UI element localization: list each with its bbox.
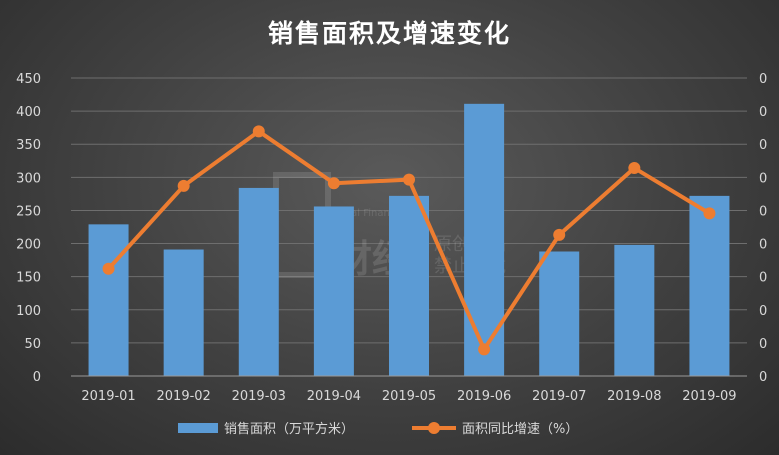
chart-title: 销售面积及增速变化 <box>267 19 511 48</box>
bar <box>238 187 279 376</box>
y-right-tick-label: 0 <box>759 105 767 120</box>
x-tick-label: 2019-01 <box>81 389 135 404</box>
bar <box>313 206 354 376</box>
x-tick-label: 2019-02 <box>157 389 211 404</box>
x-tick-label: 2019-09 <box>682 389 736 404</box>
legend: 销售面积（万平方米） 面积同比增速（%） <box>178 421 578 437</box>
y-left-tick-label: 350 <box>16 138 41 153</box>
watermark-logo-subtext: Real Finance <box>339 208 402 219</box>
y-left-tick-label: 300 <box>16 171 41 186</box>
y-right-tick-label: 0 <box>759 204 767 219</box>
legend-bar-swatch <box>178 423 218 433</box>
y-right-tick-label: 0 <box>759 238 767 253</box>
line-point <box>703 207 716 220</box>
line-series <box>102 125 716 356</box>
y-left-tick-label: 100 <box>16 304 41 319</box>
line-point <box>252 125 265 138</box>
legend-bar-label: 销售面积（万平方米） <box>224 421 354 437</box>
bar <box>389 195 429 376</box>
bar <box>163 249 204 376</box>
y-right-tick-label: 0 <box>759 138 767 153</box>
bar <box>689 195 730 376</box>
y-left-tick-label: 0 <box>33 370 41 385</box>
y-left-tick-label: 150 <box>16 271 41 286</box>
bar <box>464 103 505 377</box>
y-left-tick-label: 450 <box>16 72 41 87</box>
x-tick-label: 2019-06 <box>457 389 511 404</box>
line-point <box>553 228 566 241</box>
y-right-tick-label: 0 <box>759 72 767 87</box>
legend-line-label: 面积同比增速（%） <box>462 422 578 437</box>
y-right-tick-label: 0 <box>759 370 767 385</box>
line-point <box>177 179 190 192</box>
y-right-tick-label: 0 <box>759 271 767 286</box>
line-point <box>102 262 115 275</box>
bar <box>539 251 580 376</box>
bar <box>88 224 129 376</box>
line-point <box>478 343 491 356</box>
y-right-tick-label: 0 <box>759 304 767 319</box>
y-left-tick-label: 200 <box>16 238 41 253</box>
line-point <box>403 173 415 186</box>
x-tick-label: 2019-07 <box>532 389 586 404</box>
y-right-tick-label: 0 <box>759 337 767 352</box>
x-tick-label: 2019-05 <box>382 389 436 404</box>
line-point <box>327 177 340 190</box>
x-tick-label: 2019-04 <box>307 389 361 404</box>
y-left-tick-label: 50 <box>24 337 41 352</box>
y-left-tick-label: 400 <box>16 105 41 120</box>
legend-line-marker <box>428 422 440 434</box>
y-left-tick-label: 250 <box>16 204 41 219</box>
bar <box>614 244 655 376</box>
line-point <box>628 162 641 175</box>
x-tick-label: 2019-08 <box>607 389 661 404</box>
x-tick-label: 2019-03 <box>232 389 286 404</box>
y-right-tick-label: 0 <box>759 171 767 186</box>
axes: 0 0 50 0 100 0 150 0 200 0 250 0 300 0 350 0 400 0 450 0 201… <box>16 72 767 404</box>
